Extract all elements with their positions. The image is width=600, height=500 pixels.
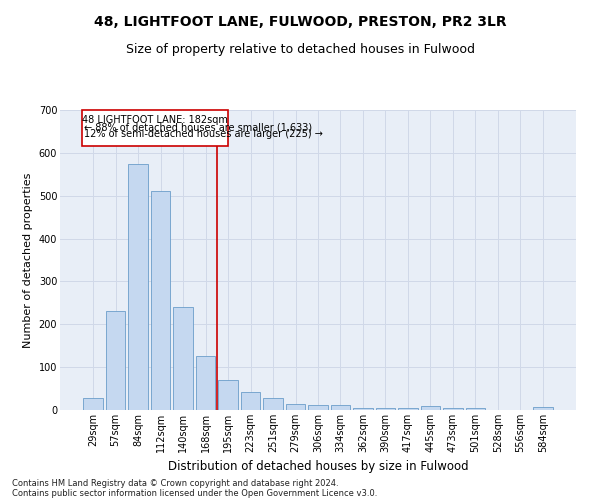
Bar: [128, 164, 148, 410]
Bar: [196, 356, 215, 410]
X-axis label: Distribution of detached houses by size in Fulwood: Distribution of detached houses by size …: [167, 460, 469, 473]
Bar: [106, 312, 125, 410]
Bar: [331, 406, 350, 410]
Bar: [286, 404, 305, 410]
Bar: [263, 398, 283, 410]
Bar: [308, 406, 328, 410]
Bar: [218, 380, 238, 410]
Text: ← 88% of detached houses are smaller (1,633): ← 88% of detached houses are smaller (1,…: [84, 122, 312, 132]
Bar: [173, 307, 193, 410]
Text: 48, LIGHTFOOT LANE, FULWOOD, PRESTON, PR2 3LR: 48, LIGHTFOOT LANE, FULWOOD, PRESTON, PR…: [94, 15, 506, 29]
Bar: [398, 408, 418, 410]
Bar: [533, 407, 553, 410]
Bar: [376, 408, 395, 410]
Y-axis label: Number of detached properties: Number of detached properties: [23, 172, 33, 348]
Bar: [353, 408, 373, 410]
Text: 12% of semi-detached houses are larger (225) →: 12% of semi-detached houses are larger (…: [84, 129, 323, 139]
Text: Contains HM Land Registry data © Crown copyright and database right 2024.: Contains HM Land Registry data © Crown c…: [12, 478, 338, 488]
Text: Contains public sector information licensed under the Open Government Licence v3: Contains public sector information licen…: [12, 488, 377, 498]
Text: Size of property relative to detached houses in Fulwood: Size of property relative to detached ho…: [125, 42, 475, 56]
Bar: [443, 408, 463, 410]
Bar: [466, 408, 485, 410]
FancyBboxPatch shape: [82, 110, 228, 146]
Bar: [151, 192, 170, 410]
Text: 48 LIGHTFOOT LANE: 182sqm: 48 LIGHTFOOT LANE: 182sqm: [82, 115, 228, 125]
Bar: [421, 406, 440, 410]
Bar: [241, 392, 260, 410]
Bar: [83, 398, 103, 410]
